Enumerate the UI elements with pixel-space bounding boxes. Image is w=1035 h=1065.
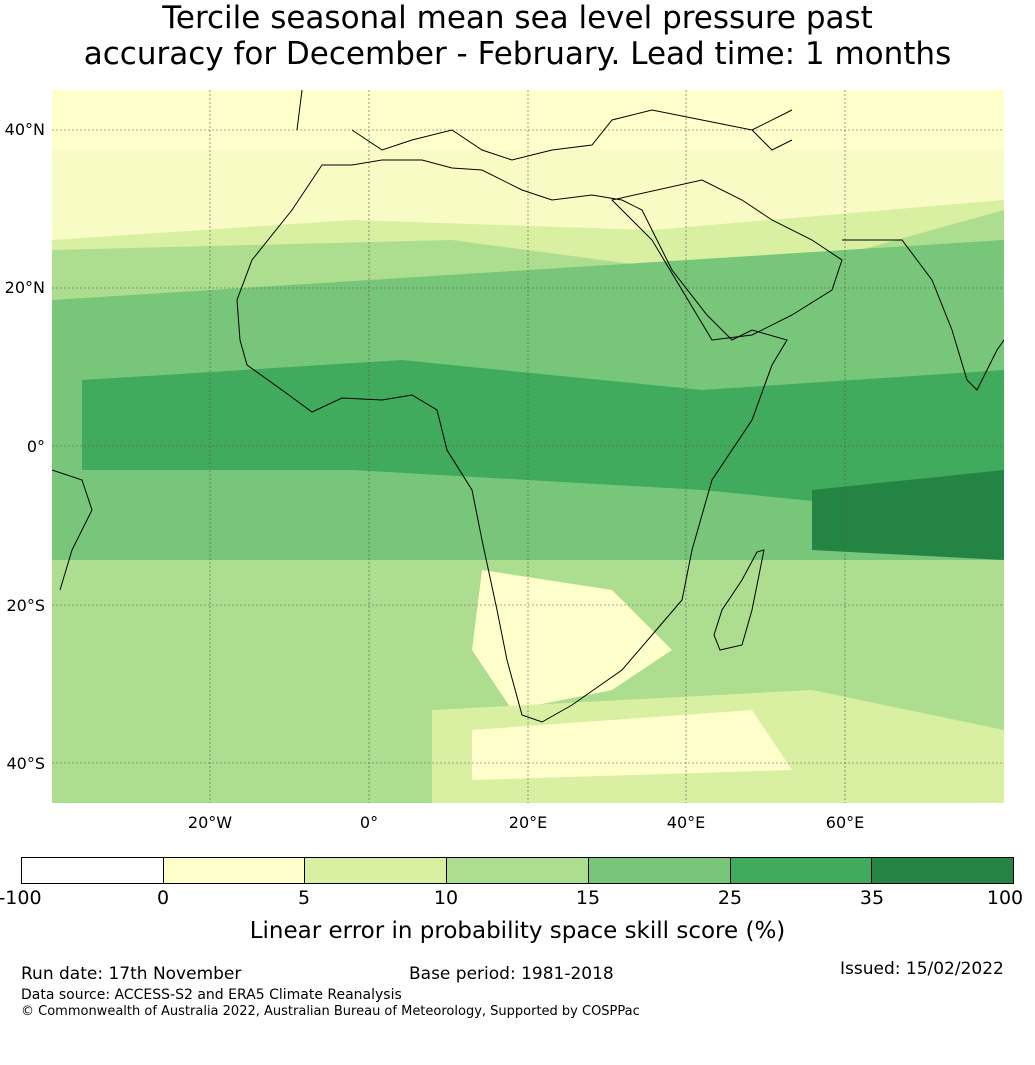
europe-coastline [296,90,793,161]
lat-label-20n: 20°N [4,278,45,297]
map-svg [52,90,1004,803]
colorbar-tick: 35 [859,887,885,909]
india-coastline [842,239,1004,391]
colorbar-label: Linear error in probability space skill … [249,918,786,944]
arabia-coastline [611,179,843,341]
copyright-notice: © Commonwealth of Australia 2022, Austra… [21,1004,640,1019]
colorbar-tick: -100 [0,887,42,909]
lat-label-20s: 20°S [6,596,45,615]
colorbar-segment-3 [305,858,448,883]
colorbar [21,857,1014,884]
colorbar-tick: 10 [433,887,459,909]
run-date: Run date: 17th November [21,964,242,984]
lat-label-40s: 40°S [6,754,45,773]
colorbar-tick: 100 [986,887,1024,909]
lon-label-20w: 20°W [187,813,233,832]
colorbar-tick: 25 [717,887,743,909]
colorbar-segment-4 [447,858,589,883]
colorbar-tick: 5 [297,887,311,909]
map-title: Tercile seasonal mean sea level pressure… [0,0,1035,72]
region-south-light [472,710,792,780]
gridlines [52,90,1004,803]
colorbar-segment-5 [588,858,731,883]
colorbar-tick: 15 [575,887,601,909]
colorbar-segment-7 [872,858,1014,883]
issued-date: Issued: 15/02/2022 [840,959,1004,979]
lat-label-0: 0° [26,437,45,456]
title-line-2: accuracy for December - February. Lead t… [83,36,952,72]
coastlines [52,90,1004,723]
title-line-1: Tercile seasonal mean sea level pressure… [162,0,873,36]
band-equatorial [82,360,1004,520]
africa-coastline [236,159,788,723]
lon-label-60e: 60°E [825,813,865,832]
colorbar-tick: 0 [156,887,170,909]
colorbar-segment-1 [22,858,164,883]
data-source: Data source: ACCESS-S2 and ERA5 Climate … [21,987,402,1003]
band-indian-ocean [812,470,1004,560]
lon-label-40e: 40°E [666,813,706,832]
lat-label-40n: 40°N [4,120,45,139]
south-america-coastline [52,469,93,591]
colorbar-segment-2 [163,858,306,883]
base-period: Base period: 1981-2018 [409,964,614,984]
colorbar-segment-6 [730,858,873,883]
lon-label-0: 0° [359,813,379,832]
skill-score-map [52,90,1004,803]
lon-label-20e: 20°E [508,813,548,832]
madagascar-coastline [713,549,765,651]
